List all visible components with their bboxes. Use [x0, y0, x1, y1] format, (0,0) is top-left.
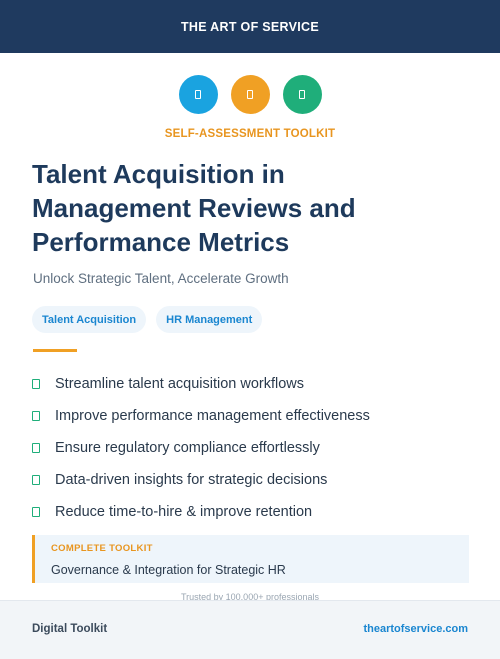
list-item-text: Ensure regulatory compliance effortlessl…	[55, 440, 320, 456]
list-item-text: Data-driven insights for strategic decis…	[55, 472, 328, 488]
toolkit-callout: COMPLETE TOOLKIT Governance & Integratio…	[32, 535, 469, 583]
icon-row	[0, 75, 500, 114]
document-glyph-icon	[195, 90, 201, 99]
document-glyph-icon	[299, 90, 305, 99]
list-item-text: Streamline talent acquisition workflows	[55, 376, 305, 392]
checkbox-icon	[32, 475, 40, 485]
subtitle: Unlock Strategic Talent, Accelerate Grow…	[33, 271, 289, 286]
checkbox-icon	[32, 443, 40, 453]
blue-circle-icon	[178, 75, 218, 114]
list-item: Data-driven insights for strategic decis…	[32, 464, 370, 496]
toolkit-kicker: SELF-ASSESSMENT TOOLKIT	[164, 128, 336, 140]
tag-talent-acquisition[interactable]: Talent Acquisition	[32, 306, 147, 333]
list-item: Streamline talent acquisition workflows	[32, 368, 370, 400]
checkbox-icon	[32, 507, 40, 517]
trusted-note: Trusted by 100,000+ professionals	[180, 592, 319, 602]
list-item: Ensure regulatory compliance effortlessl…	[32, 432, 370, 464]
checkbox-icon	[32, 379, 40, 389]
orange-circle-icon	[230, 75, 270, 114]
tag-list: Talent Acquisition HR Management	[32, 306, 263, 333]
top-banner: THE ART OF SERVICE	[0, 0, 500, 53]
brand-name: THE ART OF SERVICE	[180, 19, 320, 34]
list-item-text: Improve performance management effective…	[55, 408, 370, 424]
page-title: Talent Acquisition in Management Reviews…	[32, 157, 472, 259]
title-line-2: Management Reviews and	[32, 193, 356, 223]
footer: Digital Toolkit theartofservice.com	[0, 600, 500, 659]
document-glyph-icon	[247, 90, 253, 99]
list-item-text: Reduce time-to-hire & improve retention	[55, 504, 313, 520]
checkbox-icon	[32, 411, 40, 421]
footer-label: Digital Toolkit	[32, 623, 108, 635]
website-link[interactable]: theartofservice.com	[363, 623, 468, 635]
benefit-list: Streamline talent acquisition workflows …	[32, 368, 370, 528]
title-line-3: Performance Metrics	[32, 227, 290, 257]
title-line-1: Talent Acquisition in	[32, 159, 285, 189]
list-item: Improve performance management effective…	[32, 400, 370, 432]
green-circle-icon	[282, 75, 322, 114]
tag-hr-management[interactable]: HR Management	[156, 306, 263, 333]
accent-divider	[33, 349, 77, 352]
callout-text: Governance & Integration for Strategic H…	[51, 563, 286, 577]
list-item: Reduce time-to-hire & improve retention	[32, 496, 370, 528]
callout-kicker: COMPLETE TOOLKIT	[51, 543, 153, 554]
